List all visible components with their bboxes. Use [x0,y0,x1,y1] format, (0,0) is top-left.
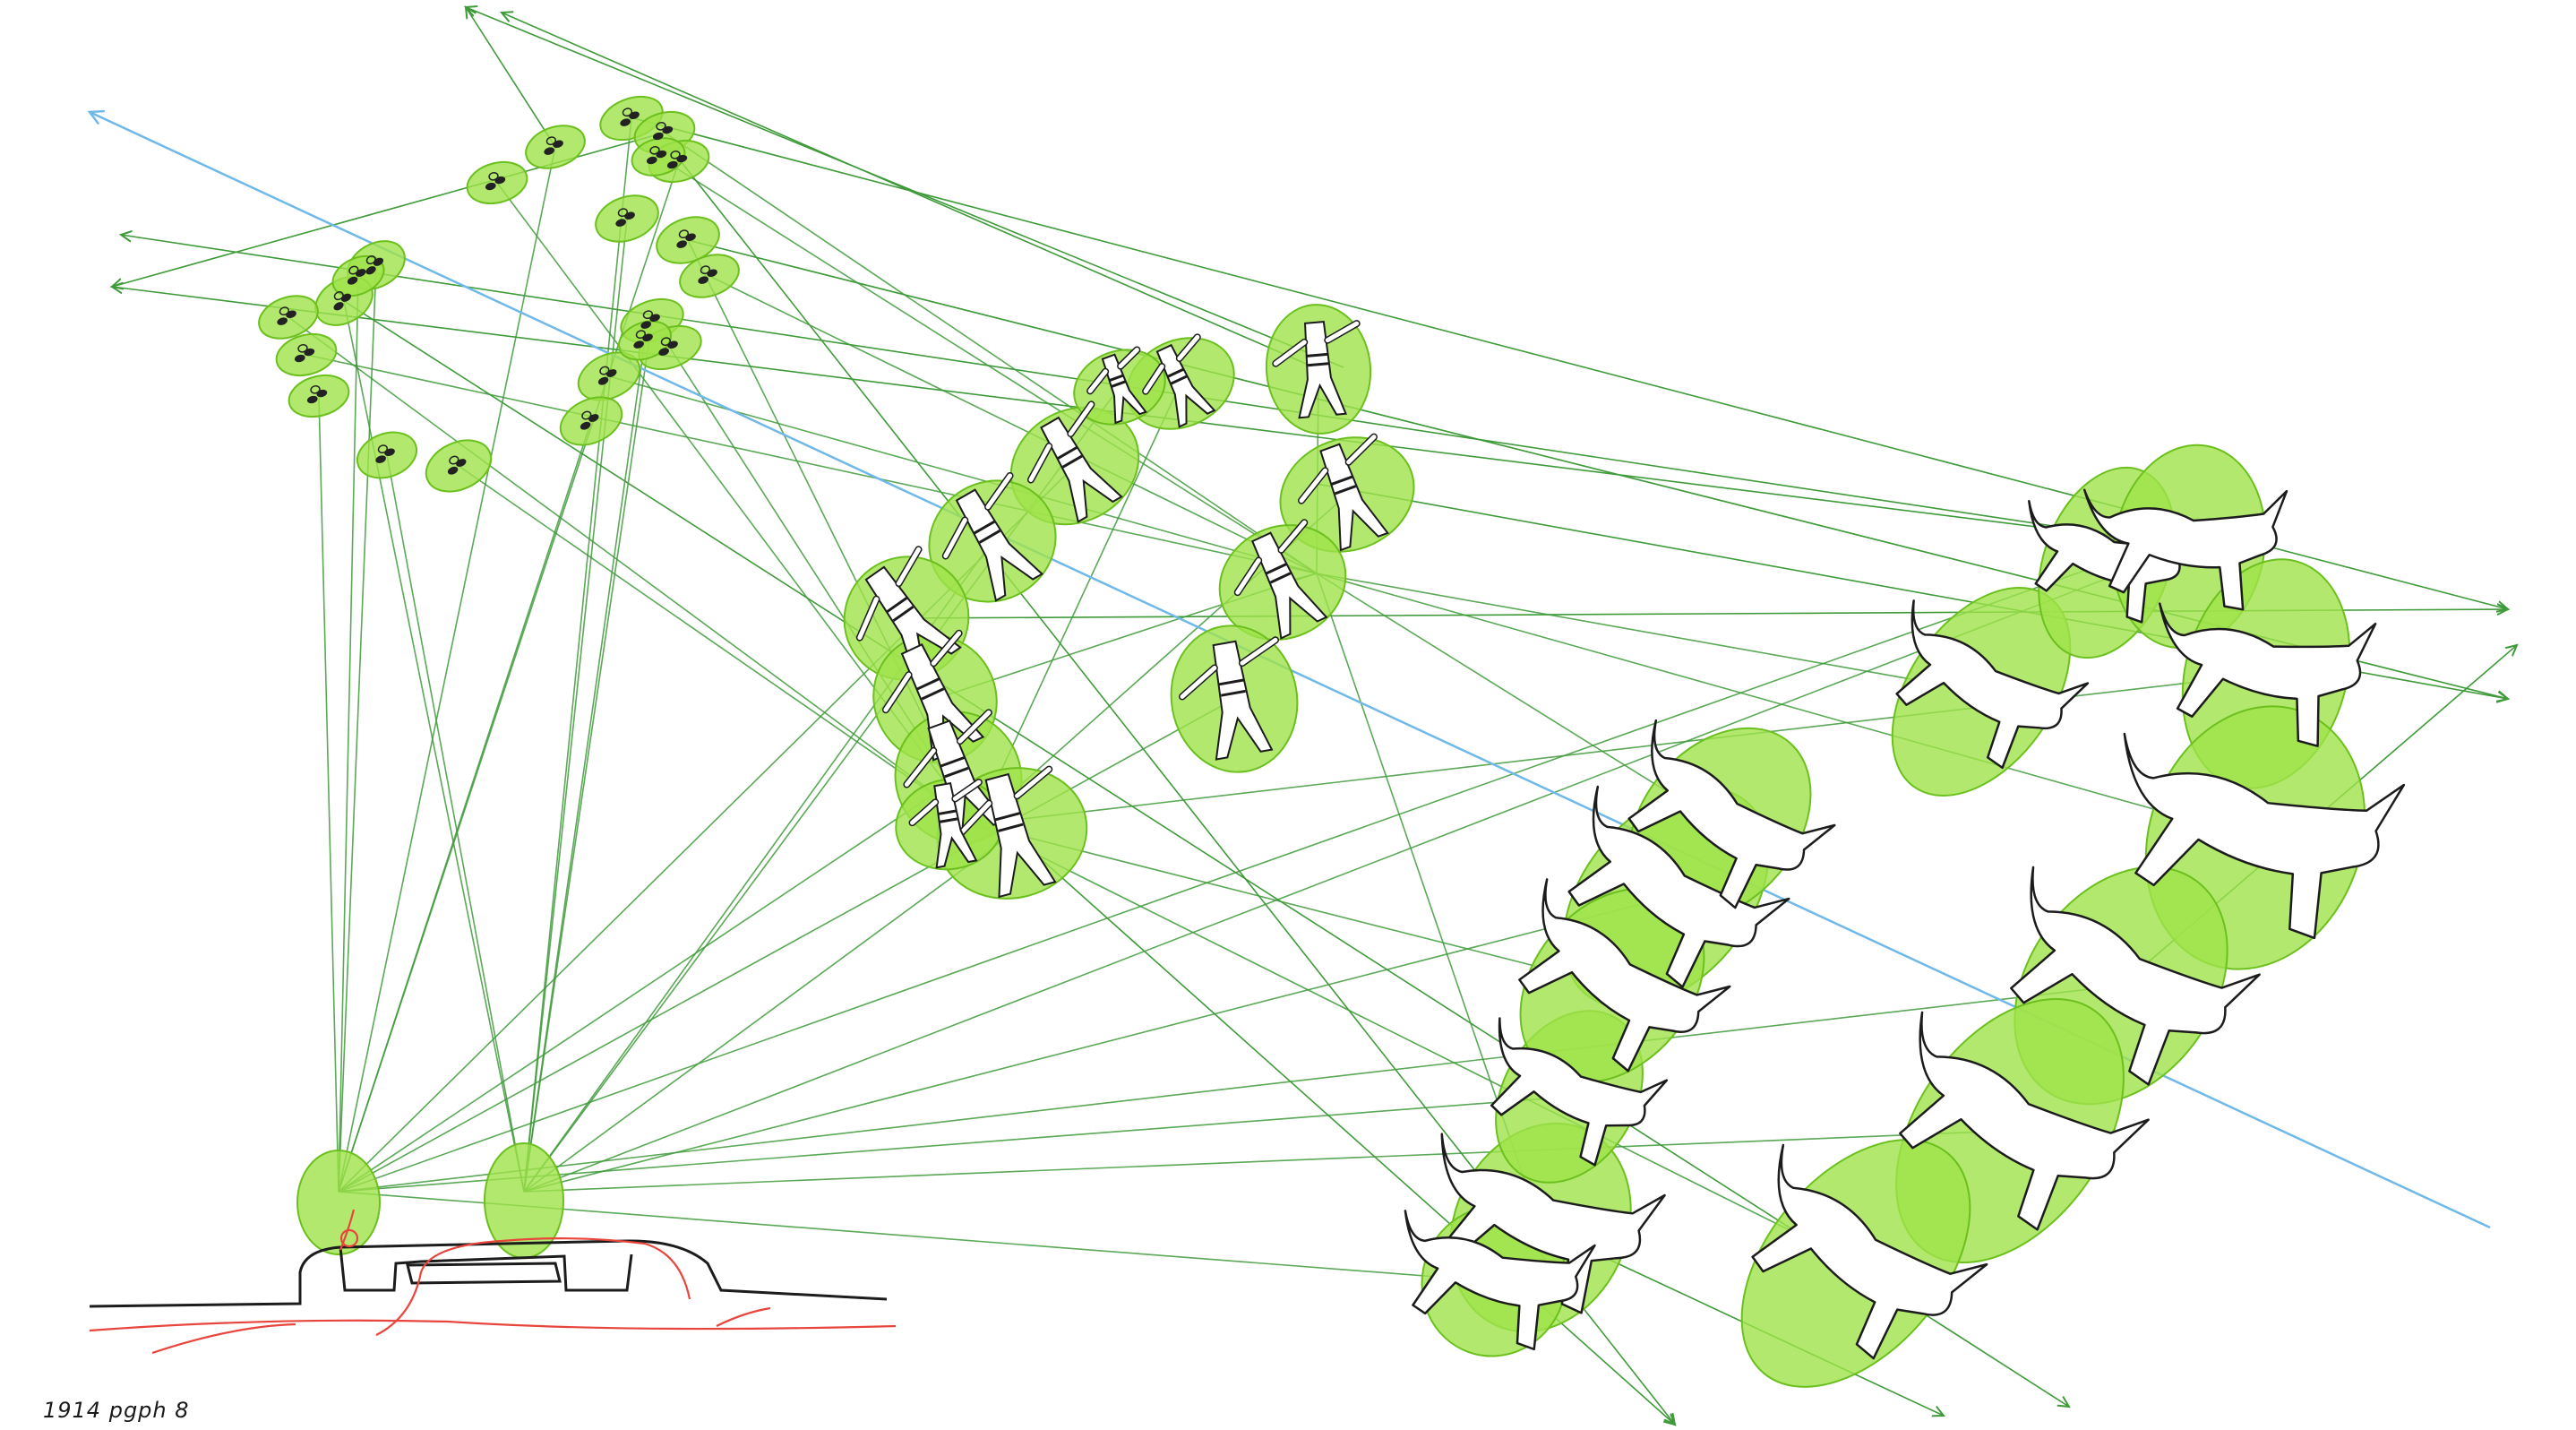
animal-icon [1439,1133,1666,1314]
fly-icon [365,255,384,275]
person-icon [1233,519,1328,640]
person-icon [908,779,983,869]
fly-icon [544,136,563,155]
animal-icon [2123,732,2406,940]
person-icon [1142,333,1216,428]
fly-icon [347,265,366,285]
person-icon [1178,636,1279,761]
animal-icon [1518,878,1731,1072]
fly-icon [652,121,674,141]
fly-icon [615,208,635,227]
person-icon [941,471,1044,602]
fly-icon [597,366,617,385]
animal-icon [2082,488,2288,611]
fly-icon [306,384,328,404]
fly-icon [580,410,599,430]
fly-icon [633,330,653,349]
person-icon [1026,401,1123,523]
sight-lines [112,7,2517,1425]
animal-icon [1627,719,1836,909]
ellipses [258,95,2366,1388]
animal-icon [1490,1017,1669,1167]
fly-icon [620,108,640,126]
fly-icon [658,337,678,356]
fly-icon [640,310,660,329]
fly-icon [666,150,688,169]
observers-ellipse [296,1150,381,1255]
fly-icon [676,229,696,248]
ground-sketch [89,1209,897,1355]
fly-icon [646,145,667,165]
person-icon [881,629,985,762]
animal-icon [2010,866,2261,1086]
fly-icon [447,455,467,475]
animal-icon [1895,599,2090,770]
caption-text: 1914 pgph 8 [43,1398,190,1423]
person-icon [1272,320,1361,419]
figures [277,108,2406,1360]
animal-icon [1899,1011,2150,1231]
fly-icon [375,444,395,463]
animal-icon [2158,602,2377,747]
fly-icon [277,306,296,325]
person-icon [1086,346,1147,425]
animal-icon [1751,1143,1988,1360]
person-icon [855,546,962,681]
fly-icon [698,265,717,284]
fly-icon [485,171,506,191]
person-icon [955,765,1057,899]
animal-icon [2028,499,2196,624]
animal-icon [1404,1210,1596,1351]
animal-icon [1567,785,1790,988]
fly-icon [294,343,315,363]
person-icon [1297,433,1389,552]
fly-icon [333,291,352,311]
